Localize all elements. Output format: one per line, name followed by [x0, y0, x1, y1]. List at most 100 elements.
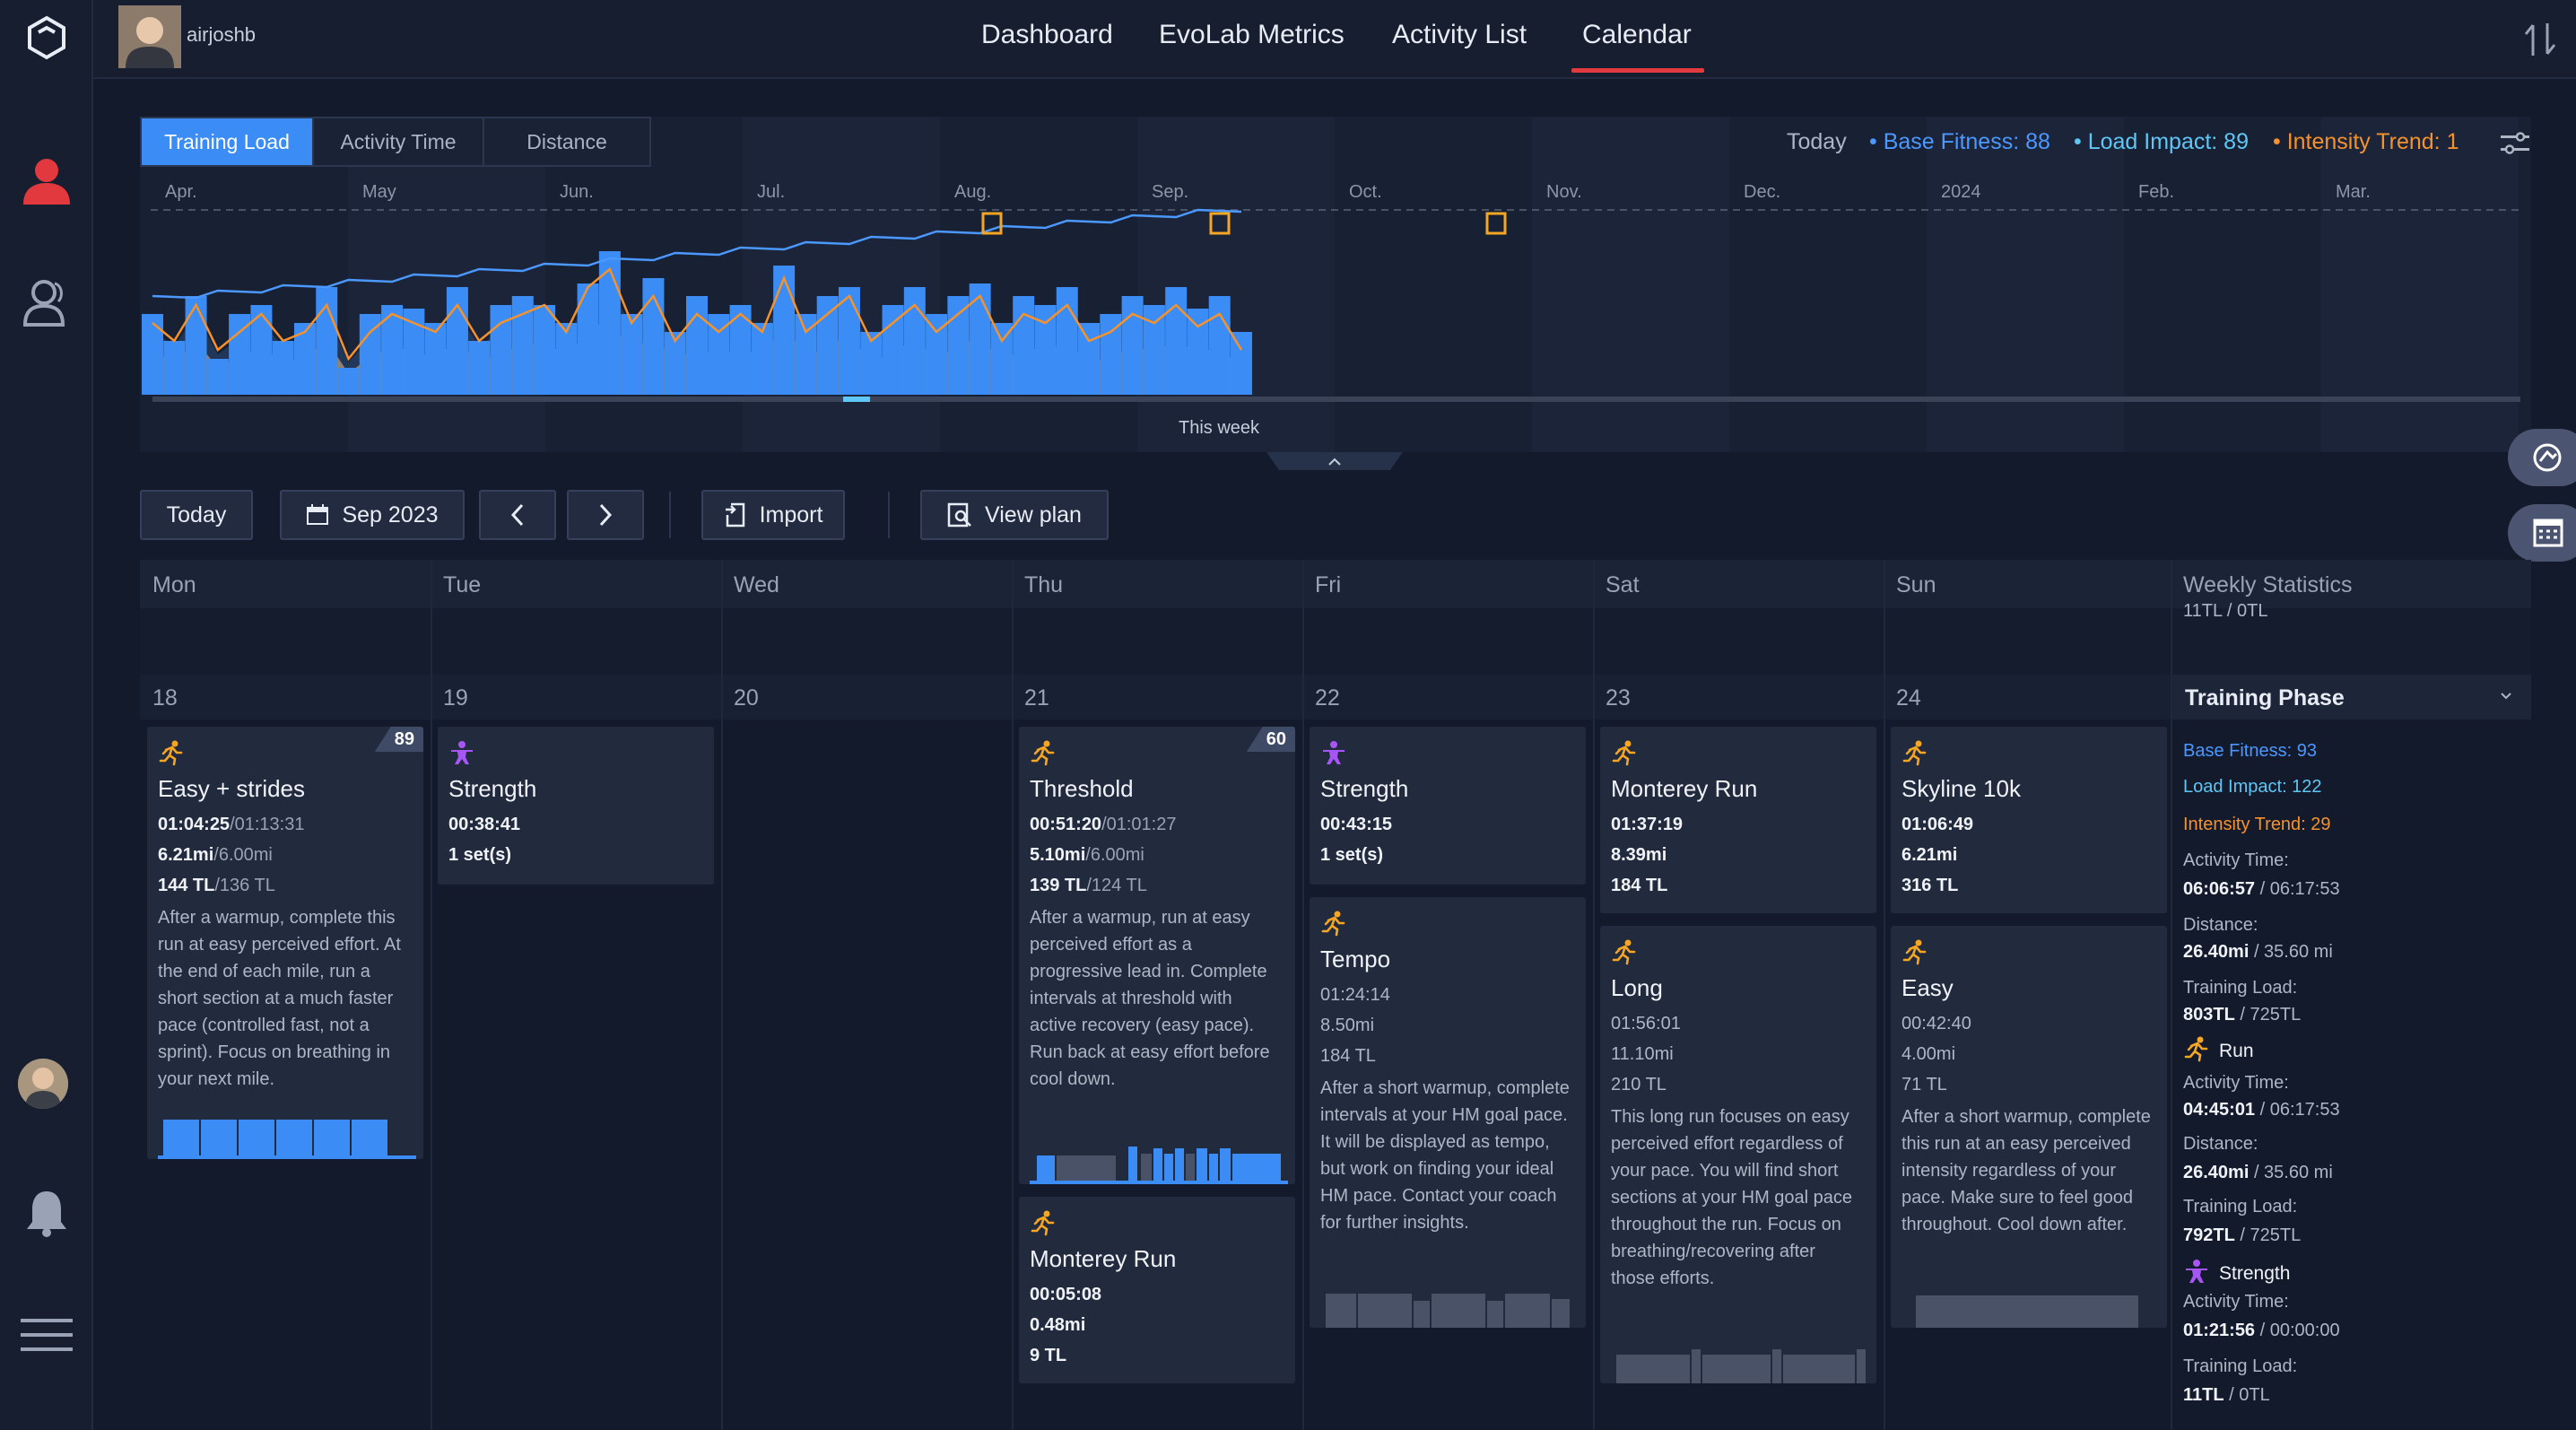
workout-time: 01:56:01 [1611, 1014, 1681, 1033]
view-plan-button[interactable]: View plan [920, 490, 1109, 540]
legend-intensity-trend-text: Intensity Trend: 1 [2286, 129, 2459, 154]
next-month-button[interactable] [567, 490, 644, 540]
strength-icon [2183, 1258, 2210, 1290]
day-wed: Wed [734, 572, 779, 597]
tab-training-load[interactable]: Training Load [142, 118, 314, 165]
workout-card-tempo[interactable]: Tempo 01:24:14 8.50mi 184 TL After a sho… [1310, 897, 1586, 1328]
training-load-bar [293, 323, 316, 395]
coach-avatar[interactable] [18, 1059, 68, 1109]
import-button[interactable]: Import [701, 490, 845, 540]
timeline-current-week [843, 397, 870, 402]
weekly-distance-value: 26.40mi [2183, 942, 2250, 962]
run-icon [1611, 739, 1638, 766]
workout-card-monterey-run-thu[interactable]: Monterey Run 00:05:08 0.48mi 9 TL [1019, 1197, 1295, 1383]
bell-icon[interactable] [16, 1182, 77, 1243]
training-load-bar [621, 314, 643, 395]
training-load-bar [272, 341, 294, 395]
workout-card-skyline-10k[interactable]: Skyline 10k 01:06:49 6.21mi 316 TL [1891, 727, 2167, 913]
workout-time: 01:06:49 [1902, 815, 1974, 834]
month-picker-button[interactable]: Sep 2023 [280, 490, 465, 540]
today-button[interactable]: Today [140, 490, 253, 540]
workout-time: 00:38:41 [448, 815, 521, 834]
settings-sliders-icon[interactable] [2501, 131, 2529, 156]
training-load-bar [1231, 332, 1252, 395]
previous-week-stat: 11TL / 0TL [2183, 601, 2268, 619]
column-divider [1012, 560, 1014, 1430]
sort-icon[interactable] [2520, 20, 2560, 59]
prev-month-button[interactable] [479, 490, 556, 540]
chart-tabs: Training Load Activity Time Distance [140, 117, 651, 167]
weekly-tl: 803TL / 725TL [2183, 1005, 2301, 1025]
weekly-run-time-plan: / 06:17:53 [2255, 1100, 2340, 1120]
collapse-chart-button[interactable] [1266, 452, 1403, 470]
date-22: 22 [1315, 685, 1340, 711]
month-label: Nov. [1546, 182, 1582, 202]
workout-title: Strength [448, 775, 537, 802]
nav-evolab-metrics[interactable]: EvoLab Metrics [1159, 20, 1345, 49]
workout-distance: 6.21mi/6.00mi [158, 845, 273, 866]
user-avatar[interactable] [118, 5, 181, 68]
weekly-distance-label: Distance: [2183, 915, 2258, 935]
weekly-run-label: Run [2219, 1041, 2254, 1061]
month-label: Aug. [954, 182, 991, 202]
race-marker-icon [1485, 212, 1507, 235]
weekly-run-dist-plan: / 35.60 mi [2249, 1163, 2333, 1182]
workout-card-long[interactable]: Long 01:56:01 11.10mi 210 TL This long r… [1600, 926, 1876, 1383]
user-name[interactable]: airjoshb [187, 23, 257, 46]
coros-logo-icon[interactable] [23, 14, 70, 61]
chevron-down-icon[interactable] [2499, 691, 2513, 702]
month-label: Oct. [1349, 182, 1382, 202]
tab-activity-time[interactable]: Activity Time [314, 118, 484, 165]
date-23: 23 [1606, 685, 1631, 711]
workout-title: Easy [1902, 974, 1954, 1001]
column-divider [2171, 560, 2172, 1430]
training-load-bar [490, 305, 512, 395]
menu-icon[interactable] [16, 1304, 77, 1365]
legend-today: Today [1787, 129, 1847, 154]
run-icon [1320, 910, 1347, 937]
training-load-bar [424, 323, 447, 395]
workout-title: Monterey Run [1030, 1245, 1177, 1272]
race-marker-icon [1209, 212, 1231, 235]
tab-distance[interactable]: Distance [484, 118, 649, 165]
run-settings-float-button[interactable] [2508, 429, 2576, 486]
run-icon [1030, 739, 1057, 766]
import-icon [724, 502, 747, 528]
profile-icon[interactable] [16, 151, 77, 212]
workout-card-monterey-run-sat[interactable]: Monterey Run 01:37:19 8.39mi 184 TL [1600, 727, 1876, 913]
chart-canvas[interactable]: Apr. May Jun. Jul. Aug. Sep. Oct. Nov. Dec. 2024 F… [140, 117, 2565, 452]
nav-calendar[interactable]: Calendar [1582, 20, 1692, 49]
workout-training-load: 184 TL [1320, 1046, 1376, 1066]
base-fitness-line [152, 208, 1242, 300]
weekly-statistics-header: Weekly Statistics [2183, 572, 2353, 597]
workout-card-strength-fri[interactable]: Strength 00:43:15 1 set(s) [1310, 727, 1586, 885]
training-load-bar [250, 305, 273, 395]
workout-description: After a short warmup, complete this run … [1902, 1107, 2151, 1234]
legend-base-fitness-text: Base Fitness: 88 [1883, 129, 2050, 154]
workout-time: 00:42:40 [1902, 1014, 1971, 1033]
month-label: 2024 [1941, 182, 1981, 202]
workout-card-easy[interactable]: Easy 00:42:40 4.00mi 71 TL After a short… [1891, 926, 2167, 1328]
training-phase-header[interactable]: Training Phase [2172, 675, 2531, 719]
workout-intensity-bars [1326, 1294, 1570, 1328]
weekly-activity-time-plan: / 06:17:53 [2255, 879, 2340, 899]
workout-card-easy-strides[interactable]: 89 Easy + strides 01:04:25/01:13:31 6.21… [147, 727, 423, 1159]
workout-training-load: 210 TL [1611, 1075, 1667, 1094]
workout-card-threshold[interactable]: 60 Threshold 00:51:20/01:01:27 5.10mi/6.… [1019, 727, 1295, 1184]
calendar-float-button[interactable] [2508, 504, 2576, 562]
chevron-right-icon [599, 503, 613, 527]
view-plan-label: View plan [985, 501, 1082, 528]
workout-title: Strength [1320, 775, 1409, 802]
team-icon[interactable] [16, 273, 77, 334]
training-load-bar [1013, 296, 1035, 395]
workout-description: After a short warmup, complete intervals… [1320, 1078, 1570, 1233]
nav-dashboard[interactable]: Dashboard [981, 20, 1113, 49]
training-load-bar [337, 368, 360, 395]
run-icon [1902, 739, 1928, 766]
training-load-bar [1078, 323, 1101, 395]
time-plan: /01:13:31 [230, 815, 305, 834]
nav-activity-list[interactable]: Activity List [1392, 20, 1527, 49]
workout-card-strength-tue[interactable]: Strength 00:38:41 1 set(s) [438, 727, 714, 885]
weekly-strength-label: Strength [2219, 1263, 2291, 1284]
workout-distance: 11.10mi [1611, 1044, 1674, 1064]
